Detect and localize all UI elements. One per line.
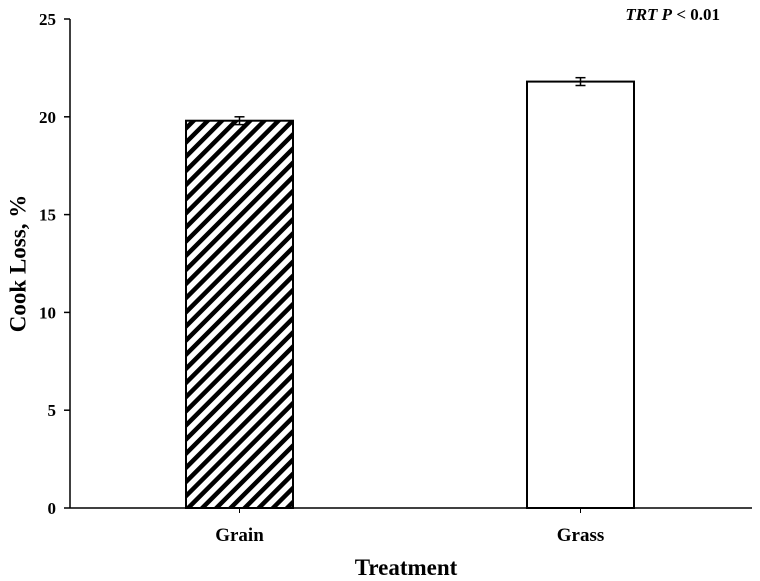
- annotation-italic: TRT P: [625, 5, 672, 24]
- bar-grain: [185, 119, 294, 509]
- y-axis-ticks: 0 5 10 15 20 25: [39, 10, 70, 518]
- y-tick-label: 25: [39, 10, 56, 29]
- y-tick-label: 20: [39, 108, 56, 127]
- bars: [185, 80, 635, 509]
- y-tick-label: 5: [48, 401, 57, 420]
- error-bars: [234, 76, 586, 126]
- y-axis-title: Cook Loss, %: [5, 195, 30, 332]
- y-tick-label: 0: [48, 499, 57, 518]
- bar-grass: [526, 80, 635, 509]
- significance-annotation: TRT P < 0.01: [625, 5, 720, 24]
- x-axis-tick-labels: Grain Grass: [215, 508, 604, 546]
- x-tick-label-grass: Grass: [557, 525, 605, 546]
- error-bar-grain: [234, 116, 245, 126]
- annotation-rest: < 0.01: [672, 5, 720, 24]
- x-axis-title: Treatment: [355, 555, 458, 580]
- y-tick-label: 10: [39, 303, 56, 322]
- y-tick-label: 15: [39, 206, 56, 225]
- error-bar-grass: [575, 76, 586, 87]
- x-tick-label-grain: Grain: [215, 525, 264, 546]
